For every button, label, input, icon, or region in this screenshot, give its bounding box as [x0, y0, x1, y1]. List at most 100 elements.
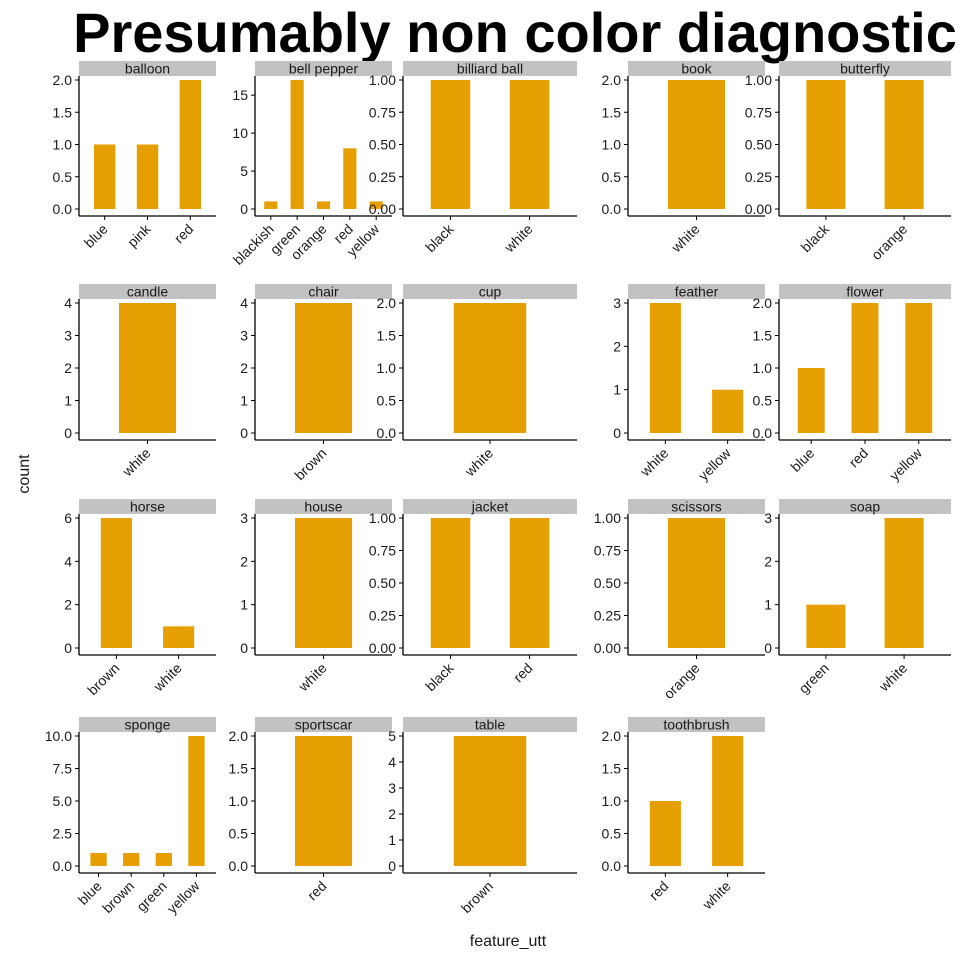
facet-strip [403, 499, 577, 514]
y-tick-label: 2.0 [229, 728, 249, 744]
x-tick-label: blue [81, 221, 111, 251]
bar [884, 80, 924, 209]
bar [430, 518, 471, 648]
facet-panel-scissors: scissors 0.00 0.25 0.50 0.75 1.00 orange [594, 499, 765, 702]
x-tick-label: red [845, 445, 871, 471]
y-tick-label: 0.5 [602, 826, 622, 842]
y-tick-label: 0 [388, 858, 396, 874]
facet-strip-label: feather [675, 284, 719, 300]
y-tick-label: 2 [64, 597, 72, 613]
bar [294, 518, 353, 648]
y-tick-label: 0.5 [602, 169, 622, 185]
facet-panel-flower: flower 0.0 0.5 1.0 1.5 2.0 blue red yellow [753, 284, 951, 484]
facet-panel-table: table 0 1 2 3 4 5 brown [388, 717, 577, 916]
x-tick-label: green [795, 660, 832, 697]
y-tick-label: 4 [388, 754, 396, 770]
x-tick-label: white [875, 660, 910, 695]
bar [649, 801, 681, 866]
facet-strip [628, 717, 765, 732]
y-tick-label: 5 [388, 728, 396, 744]
y-tick-label: 1.00 [594, 510, 621, 526]
y-tick-label: 2 [613, 338, 621, 354]
x-tick-label: white [461, 445, 496, 480]
y-tick-label: 3 [764, 510, 772, 526]
y-tick-label: 3 [240, 328, 248, 344]
y-tick-label: 1.0 [602, 793, 622, 809]
y-axis-title: count [16, 454, 33, 494]
bar [294, 303, 353, 433]
y-tick-label: 0 [64, 640, 72, 656]
x-tick-label: yellow [886, 444, 925, 483]
y-tick-label: 0.0 [53, 201, 73, 217]
x-tick-label: green [133, 878, 170, 915]
y-tick-label: 4 [240, 295, 248, 311]
y-tick-label: 0 [64, 425, 72, 441]
facet-strip [255, 499, 392, 514]
facet-panel-book: book 0.0 0.5 1.0 1.5 2.0 white [602, 61, 765, 256]
bar [369, 201, 383, 209]
bar [93, 144, 116, 209]
y-tick-label: 4 [64, 295, 72, 311]
y-tick-label: 0.00 [745, 201, 772, 217]
bar [100, 518, 132, 648]
y-tick-label: 1.00 [745, 72, 772, 88]
facet-strip-label: soap [850, 499, 881, 515]
facet-panel-sponge: sponge0.02.55.07.510.0bluebrowngreenyell… [45, 717, 216, 917]
y-tick-label: 2 [764, 553, 772, 569]
y-tick-label: 2.5 [53, 826, 73, 842]
facet-strip-label: chair [308, 284, 339, 300]
x-tick-label: yellow [695, 444, 734, 483]
facet-strip [79, 284, 216, 299]
y-tick-label: 0.75 [369, 543, 396, 559]
facet-panel-jacket: jacket 0.00 0.25 0.50 0.75 1.00 black red [369, 499, 577, 694]
facet-strip-label: flower [846, 284, 884, 300]
y-tick-label: 0.50 [745, 137, 772, 153]
y-tick-label: 2.0 [753, 295, 773, 311]
facet-strip-label: house [304, 499, 342, 515]
bar [667, 518, 726, 648]
y-tick-label: 10.0 [45, 728, 72, 744]
facet-panel-toothbrush: toothbrush 0.0 0.5 1.0 1.5 2.0 red white [602, 717, 765, 913]
facet-panel-feather: feather 0 1 2 3 white yellow [613, 284, 765, 484]
y-tick-label: 1.00 [369, 510, 396, 526]
facet-strip-label: jacket [471, 499, 509, 515]
x-tick-label: brown [291, 445, 329, 483]
facet-strip-label: candle [127, 284, 168, 300]
bar [712, 736, 744, 866]
bar [123, 853, 140, 866]
y-tick-label: 0.0 [602, 201, 622, 217]
y-tick-label: 1.0 [377, 360, 397, 376]
bar [797, 368, 825, 433]
y-tick-label: 10 [232, 125, 248, 141]
bar [905, 303, 933, 433]
bar [667, 80, 726, 209]
bar [806, 604, 846, 648]
y-tick-label: 1.5 [753, 328, 773, 344]
y-tick-label: 1.5 [602, 104, 622, 120]
x-tick-label: red [646, 878, 672, 904]
y-tick-label: 1 [64, 393, 72, 409]
y-tick-label: 0.50 [594, 575, 621, 591]
y-tick-label: 3 [613, 295, 621, 311]
y-tick-label: 0.0 [753, 425, 773, 441]
facet-panel-cup: cup 0.0 0.5 1.0 1.5 2.0 white [377, 284, 577, 480]
y-tick-label: 6 [64, 510, 72, 526]
y-tick-label: 0 [613, 425, 621, 441]
y-tick-label: 0.0 [229, 858, 249, 874]
facet-strip-label: butterfly [840, 61, 890, 77]
y-tick-label: 1.5 [377, 328, 397, 344]
facet-strip-label: sponge [125, 717, 171, 733]
y-tick-label: 2.0 [602, 72, 622, 88]
facet-panel-butterfly: butterfly 0.00 0.25 0.50 0.75 1.00 black orange [745, 61, 951, 263]
x-tick-label: white [294, 660, 329, 695]
bar [294, 736, 353, 866]
bar [118, 303, 177, 433]
y-tick-label: 1 [240, 393, 248, 409]
y-tick-label: 0.00 [369, 640, 396, 656]
facet-strip-label: cup [479, 284, 502, 300]
y-tick-label: 0.5 [377, 393, 397, 409]
facet-strip [779, 284, 951, 299]
facet-panel-candle: candle 0 1 2 3 4 white [64, 284, 216, 480]
